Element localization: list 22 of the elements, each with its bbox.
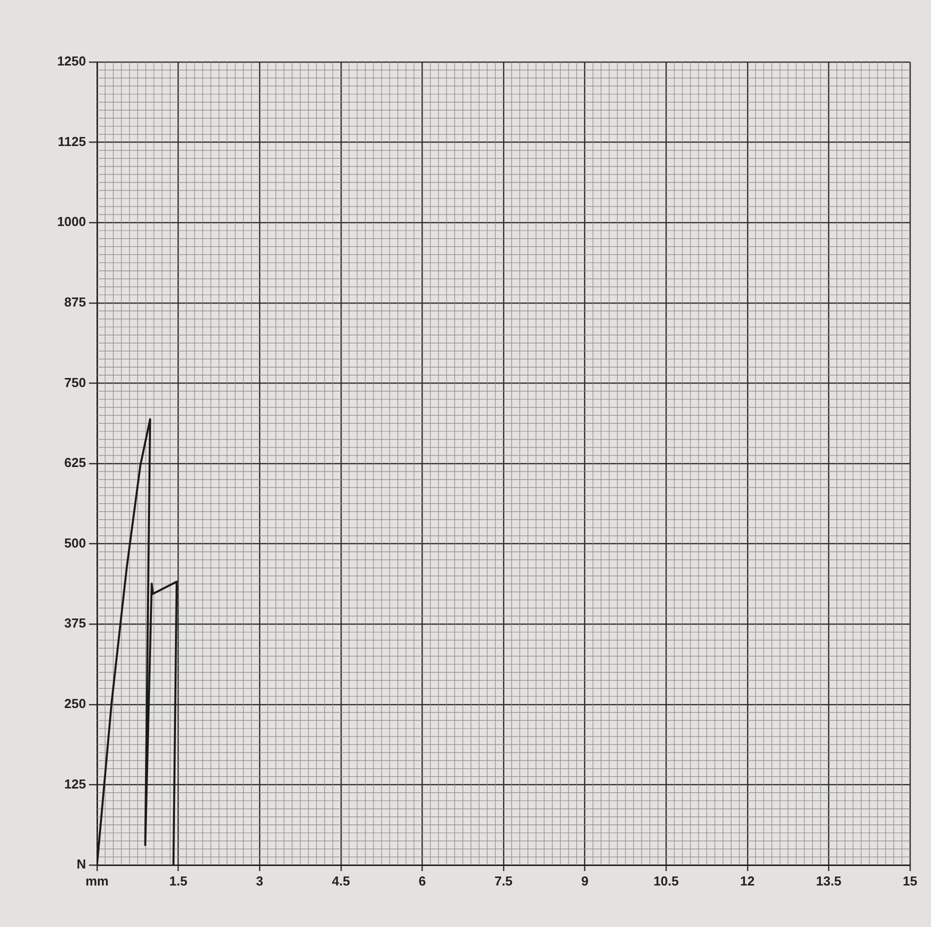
- x-tick-label: 4.5: [332, 873, 350, 888]
- y-tick-label: 1125: [58, 134, 86, 149]
- x-tick-label: 6: [418, 873, 426, 888]
- x-tick-label: 7.5: [494, 873, 513, 888]
- y-tick-label: 1250: [57, 54, 86, 69]
- x-tick-label: 9: [581, 873, 588, 888]
- x-tick-label: 13.5: [816, 873, 842, 888]
- x-tick-label: 3: [256, 873, 264, 888]
- y-tick-label: 875: [64, 294, 86, 310]
- x-tick-label: 10.5: [653, 873, 679, 888]
- y-tick-label: 125: [64, 776, 86, 792]
- y-tick-label: 750: [64, 374, 86, 390]
- x-tick-label: 1.5: [169, 873, 188, 888]
- y-tick-label: N: [76, 856, 86, 872]
- y-tick-label: 1000: [57, 214, 86, 230]
- x-tick-label: 15: [902, 873, 918, 888]
- y-tick-label: 625: [64, 455, 86, 470]
- y-tick-label: 500: [64, 535, 86, 550]
- y-tick-label: 250: [64, 696, 86, 711]
- x-tick-label: 12: [740, 873, 755, 888]
- y-tick-label: 375: [64, 616, 86, 631]
- x-tick-label: mm: [85, 873, 109, 888]
